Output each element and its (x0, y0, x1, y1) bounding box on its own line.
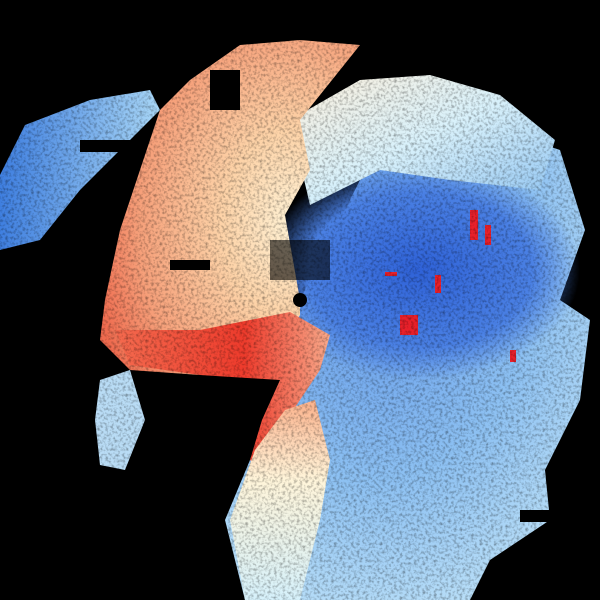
gap (170, 260, 210, 270)
clutter-gaps (80, 70, 550, 522)
gap (210, 70, 240, 110)
gap (270, 240, 330, 280)
gap (520, 510, 550, 522)
gap (80, 140, 140, 152)
radar-site (293, 293, 307, 307)
